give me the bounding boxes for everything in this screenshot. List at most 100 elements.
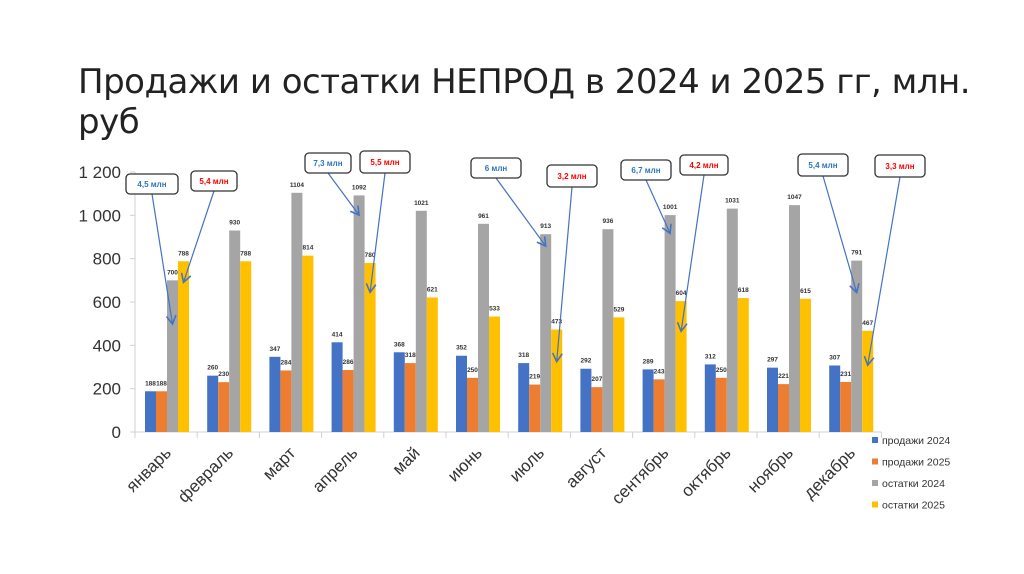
data-label: 814 [302, 245, 313, 252]
callout-box [359, 150, 411, 174]
data-label: 286 [343, 359, 354, 366]
data-label: 1021 [414, 200, 429, 207]
callout-arrow [822, 175, 860, 295]
callout-arrow [495, 177, 547, 248]
data-label: 307 [829, 354, 840, 361]
data-label: 352 [456, 345, 467, 352]
callout-arrow [327, 172, 361, 217]
data-label: 1092 [352, 184, 367, 191]
bar-продажи-2024 [829, 365, 841, 432]
data-label: 1047 [787, 194, 802, 201]
bar-продажи-2024 [580, 368, 592, 432]
bar-остатки-2025 [426, 297, 438, 432]
bar-продажи-2024 [393, 352, 405, 432]
data-label: 292 [580, 358, 591, 365]
data-label: 961 [478, 213, 489, 220]
callout-label: 5,5 млн [370, 158, 399, 167]
legend-label: остатки 2024 [882, 478, 945, 490]
bar-остатки-2024 [726, 208, 738, 432]
x-tick-label: май [389, 443, 424, 478]
data-label: 284 [280, 359, 291, 366]
data-label: 467 [862, 320, 873, 327]
bar-остатки-2025 [240, 261, 252, 432]
x-tick-label: октябрь [677, 443, 734, 500]
data-label: 414 [332, 331, 343, 338]
bar-продажи-2025 [653, 379, 665, 432]
chart-title: Продажи и остатки НЕПРОД в 2024 и 2025 г… [78, 62, 971, 142]
data-label: 473 [551, 319, 562, 326]
x-tick-label: декабрь [800, 443, 859, 502]
callout-arrow [676, 174, 705, 333]
data-label: 930 [229, 220, 240, 227]
x-tick-label: март [259, 443, 299, 483]
x-tick-label: август [562, 443, 610, 491]
x-tick-label: январь [122, 443, 175, 496]
legend-swatch [872, 458, 878, 465]
bar-продажи-2025 [467, 377, 478, 432]
data-label: 347 [269, 346, 280, 353]
bar-продажи-2024 [704, 364, 716, 432]
callout-label: 5,4 млн [808, 161, 837, 170]
data-label: 533 [489, 306, 500, 313]
bar-продажи-2024 [767, 367, 778, 432]
legend-label: продажи 2024 [882, 435, 950, 447]
data-label: 207 [591, 376, 602, 383]
callout-box [470, 157, 522, 179]
bar-остатки-2025 [613, 317, 625, 432]
data-label: 312 [705, 353, 716, 360]
y-tick-label: 1 200 [78, 163, 121, 182]
callout-label: 4,5 млн [137, 180, 166, 189]
bar-продажи-2025 [715, 377, 727, 432]
bar-продажи-2024 [456, 355, 467, 432]
data-label: 260 [207, 365, 218, 372]
callout-box [620, 159, 672, 181]
bar-продажи-2024 [518, 363, 530, 432]
bar-остатки-2024 [789, 205, 800, 432]
bar-остатки-2024 [540, 234, 552, 432]
bar-продажи-2025 [591, 387, 603, 432]
x-tick-label: февраль [174, 443, 237, 506]
data-label: 221 [778, 373, 789, 380]
bar-остатки-2024 [602, 229, 614, 432]
callout-arrow [365, 172, 386, 294]
callout-label: 4,2 млн [689, 161, 718, 170]
callout-box [190, 170, 238, 192]
data-label: 788 [240, 250, 251, 257]
bar-остатки-2025 [737, 298, 749, 432]
data-label: 615 [800, 288, 811, 295]
callout-box [304, 152, 352, 174]
legend-swatch [872, 480, 878, 486]
bar-остатки-2024 [664, 215, 676, 432]
callout-arrow [180, 190, 215, 284]
bar-остатки-2025 [862, 330, 874, 432]
bar-продажи-2024 [642, 369, 654, 432]
data-label: 188 [145, 380, 156, 387]
x-tick-label: июль [506, 443, 548, 485]
bar-остатки-2024 [291, 192, 303, 432]
data-label: 243 [654, 368, 665, 375]
callout-box [679, 154, 729, 176]
x-tick-label: июнь [444, 443, 486, 485]
bar-продажи-2025 [342, 370, 354, 432]
bar-остатки-2025 [178, 261, 189, 432]
callout-arrow [551, 186, 573, 364]
bar-остатки-2024 [415, 210, 427, 432]
callout-arrow [151, 193, 177, 326]
bar-остатки-2025 [302, 255, 314, 432]
callout-label: 7,3 млн [313, 159, 342, 168]
bar-остатки-2025 [800, 298, 811, 432]
data-label: 913 [540, 223, 551, 230]
y-tick-label: 200 [93, 380, 121, 399]
data-label: 936 [602, 218, 613, 225]
y-tick-label: 1 000 [78, 206, 121, 225]
callout-box [546, 164, 598, 188]
bar-продажи-2025 [840, 381, 852, 432]
data-label: 780 [365, 252, 376, 259]
bar-продажи-2025 [778, 384, 789, 432]
bar-остатки-2024 [167, 280, 178, 432]
y-tick-label: 0 [112, 423, 121, 442]
data-label: 368 [394, 341, 405, 348]
callout-label: 6,7 млн [631, 166, 660, 175]
legend-label: остатки 2025 [882, 500, 945, 512]
callout-box [874, 154, 926, 178]
